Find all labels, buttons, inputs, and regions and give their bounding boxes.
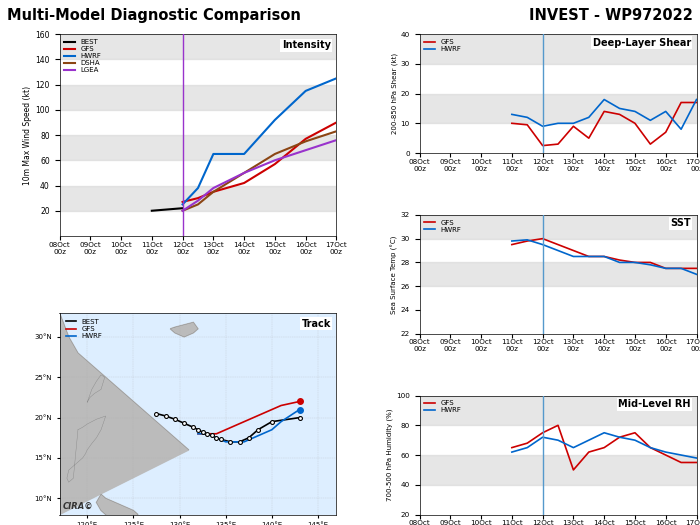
Y-axis label: 700-500 hPa Humidity (%): 700-500 hPa Humidity (%) bbox=[386, 409, 393, 501]
Bar bbox=[419, 215, 696, 239]
Y-axis label: Sea Surface Temp (°C): Sea Surface Temp (°C) bbox=[391, 235, 398, 313]
Text: Intensity: Intensity bbox=[282, 40, 331, 50]
Legend: GFS, HWRF: GFS, HWRF bbox=[423, 38, 463, 54]
Polygon shape bbox=[60, 313, 189, 514]
Polygon shape bbox=[88, 375, 105, 402]
Text: Mid-Level RH: Mid-Level RH bbox=[619, 399, 691, 409]
Bar bbox=[60, 135, 337, 160]
Bar bbox=[419, 34, 696, 64]
Polygon shape bbox=[170, 322, 198, 337]
Bar bbox=[419, 396, 696, 425]
Y-axis label: 10m Max Wind Speed (kt): 10m Max Wind Speed (kt) bbox=[24, 86, 32, 185]
Text: INVEST - WP972022: INVEST - WP972022 bbox=[529, 8, 693, 23]
Text: CIRA©: CIRA© bbox=[62, 501, 93, 510]
Text: Track: Track bbox=[302, 319, 331, 329]
Polygon shape bbox=[97, 495, 138, 522]
Polygon shape bbox=[184, 285, 286, 309]
Bar bbox=[60, 34, 337, 59]
Bar bbox=[419, 455, 696, 485]
Bar bbox=[60, 85, 337, 110]
Legend: GFS, HWRF: GFS, HWRF bbox=[423, 399, 463, 415]
Legend: BEST, GFS, HWRF, DSHA, LGEA: BEST, GFS, HWRF, DSHA, LGEA bbox=[63, 38, 103, 75]
Bar bbox=[419, 262, 696, 286]
Bar bbox=[419, 93, 696, 123]
Legend: GFS, HWRF: GFS, HWRF bbox=[423, 218, 463, 234]
Polygon shape bbox=[138, 280, 173, 309]
Bar bbox=[60, 185, 337, 211]
Text: Multi-Model Diagnostic Comparison: Multi-Model Diagnostic Comparison bbox=[7, 8, 301, 23]
Text: Deep-Layer Shear: Deep-Layer Shear bbox=[593, 38, 691, 48]
Text: SST: SST bbox=[671, 218, 691, 228]
Polygon shape bbox=[67, 416, 106, 482]
Y-axis label: 200-850 hPa Shear (kt): 200-850 hPa Shear (kt) bbox=[391, 53, 398, 134]
Legend: BEST, GFS, HWRF: BEST, GFS, HWRF bbox=[63, 316, 106, 342]
